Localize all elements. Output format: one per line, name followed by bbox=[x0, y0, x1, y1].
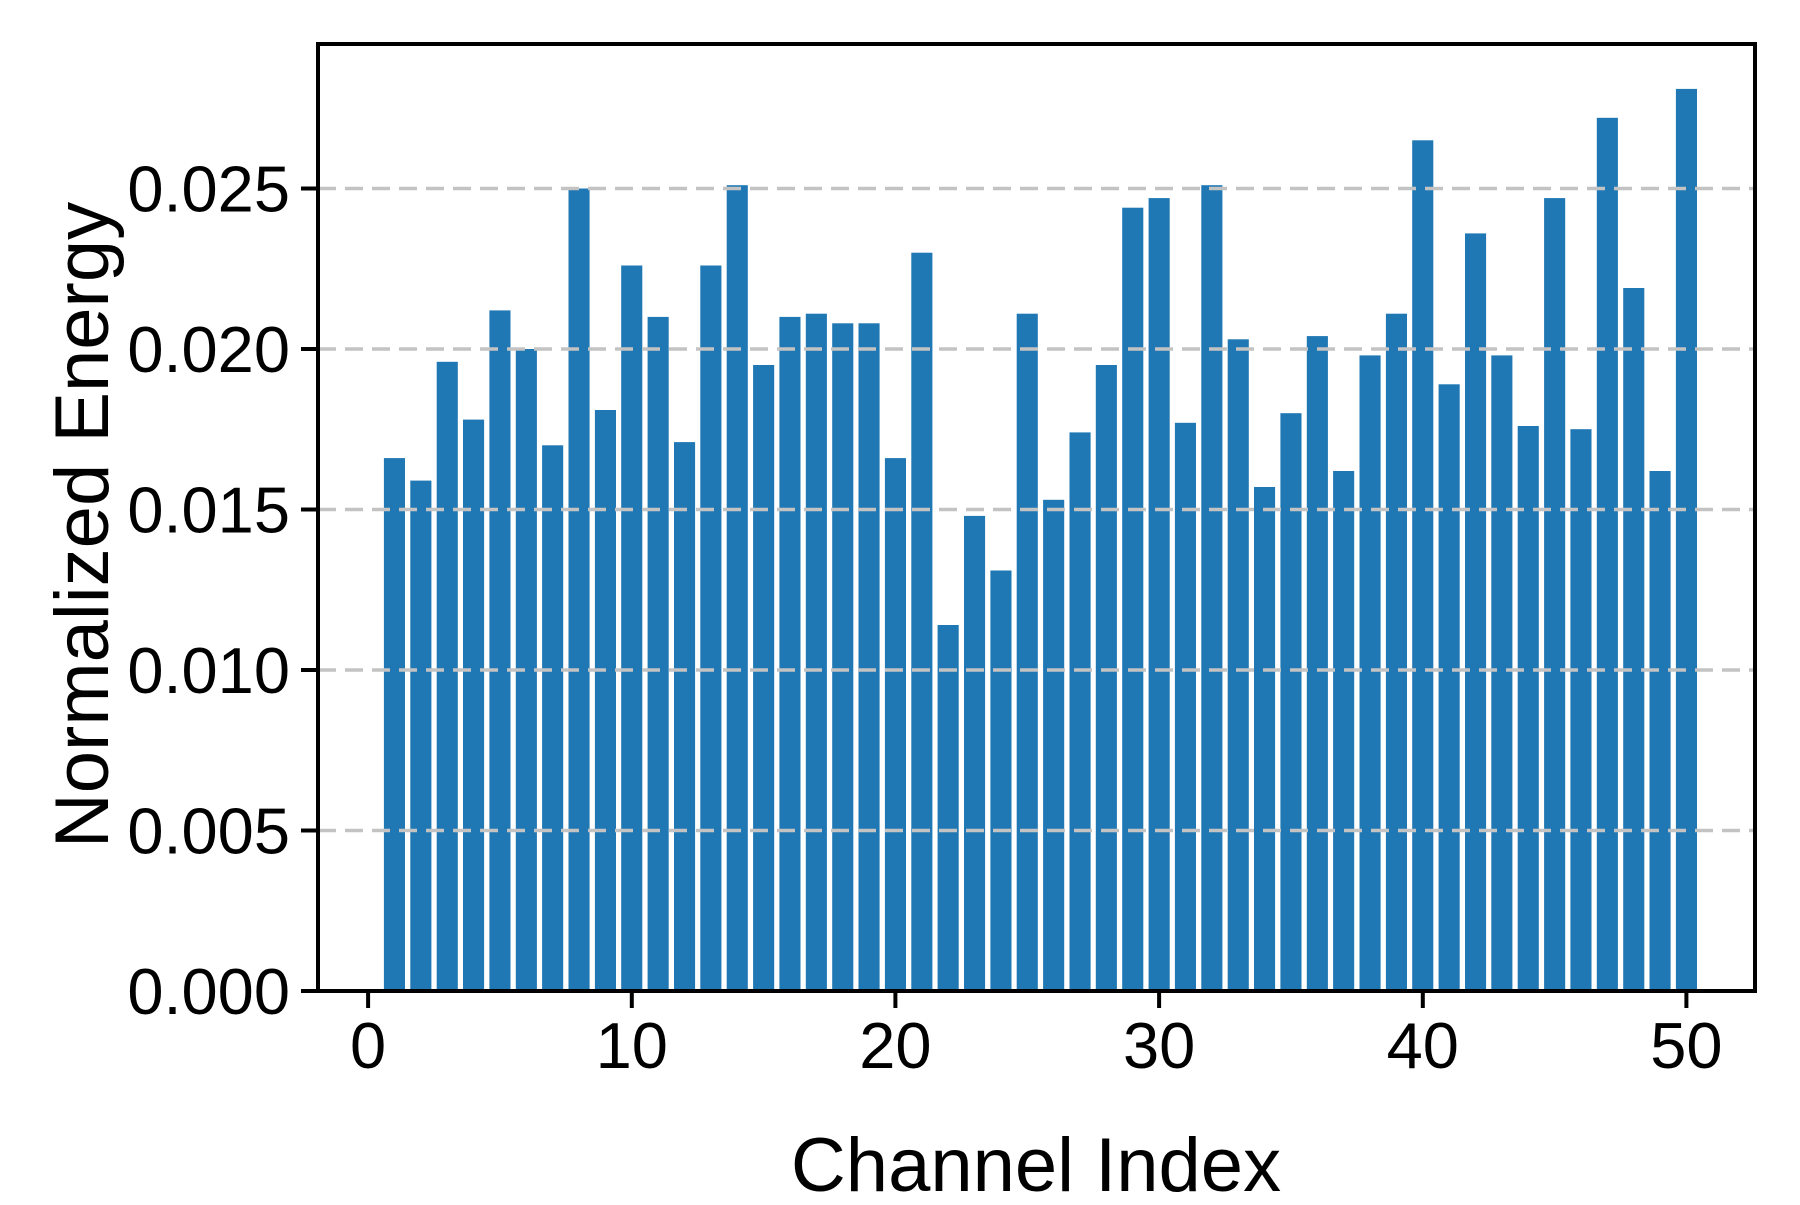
bar-channel-4 bbox=[463, 419, 485, 992]
bar-channel-11 bbox=[647, 316, 669, 991]
x-tick-label: 10 bbox=[596, 1009, 668, 1082]
bar-channel-30 bbox=[1148, 198, 1170, 992]
y-tick-label: 0.010 bbox=[127, 634, 290, 707]
bar-channel-27 bbox=[1069, 432, 1091, 991]
bars-layer bbox=[383, 88, 1697, 992]
bar-channel-31 bbox=[1174, 422, 1196, 991]
bar-channel-7 bbox=[542, 445, 564, 991]
y-tick-label: 0.000 bbox=[127, 955, 290, 1028]
bar-channel-20 bbox=[884, 458, 906, 992]
bar-channel-49 bbox=[1649, 471, 1671, 991]
bar-channel-46 bbox=[1570, 429, 1592, 991]
x-tick-label: 0 bbox=[350, 1009, 386, 1082]
bar-channel-25 bbox=[1016, 313, 1038, 991]
x-tick-label: 40 bbox=[1387, 1009, 1459, 1082]
bar-channel-12 bbox=[674, 442, 696, 992]
bar-channel-35 bbox=[1280, 413, 1302, 991]
x-tick-label: 50 bbox=[1650, 1009, 1722, 1082]
bar-channel-8 bbox=[568, 188, 590, 991]
plot-border bbox=[316, 42, 1757, 993]
bar-channel-40 bbox=[1412, 140, 1434, 992]
bar-channel-26 bbox=[1043, 499, 1065, 991]
tick-labels-layer: 0 10 20 30 40 50 0.000 0.005 0.010 0.015 0.020 0.02… bbox=[127, 153, 1722, 1083]
bar-channel-18 bbox=[832, 323, 854, 991]
bar-channel-17 bbox=[805, 313, 827, 991]
bar-channel-13 bbox=[700, 265, 722, 991]
bar-channel-15 bbox=[753, 365, 775, 991]
bar-channel-36 bbox=[1306, 336, 1328, 992]
bar-channel-45 bbox=[1544, 198, 1566, 992]
bar-channel-22 bbox=[937, 625, 959, 991]
bar-channel-23 bbox=[964, 515, 986, 991]
bar-channel-43 bbox=[1491, 355, 1513, 991]
bar-channel-24 bbox=[990, 570, 1012, 991]
grid-layer bbox=[318, 186, 1755, 833]
ticks-layer bbox=[301, 186, 1689, 1008]
bar-channel-29 bbox=[1122, 207, 1144, 991]
bar-channel-42 bbox=[1465, 233, 1487, 991]
bar-channel-32 bbox=[1201, 185, 1223, 991]
bar-channel-10 bbox=[621, 265, 643, 991]
bar-channel-19 bbox=[858, 323, 880, 991]
bar-channel-47 bbox=[1596, 117, 1618, 992]
bar-channel-14 bbox=[726, 185, 748, 991]
bar-channel-1 bbox=[383, 458, 405, 992]
bar-channel-37 bbox=[1333, 471, 1355, 991]
bar-channel-5 bbox=[489, 310, 511, 991]
bar-channel-50 bbox=[1675, 88, 1697, 991]
y-axis-label: Normalized Energy bbox=[40, 202, 125, 848]
bar-channel-41 bbox=[1438, 384, 1460, 991]
bar-channel-33 bbox=[1227, 339, 1249, 991]
bar-channel-16 bbox=[779, 316, 801, 991]
bar-channel-2 bbox=[410, 480, 432, 991]
x-tick-label: 20 bbox=[859, 1009, 931, 1082]
bar-channel-38 bbox=[1359, 355, 1381, 991]
bar-channel-48 bbox=[1623, 288, 1645, 991]
bar-channel-3 bbox=[436, 361, 458, 991]
x-tick-label: 30 bbox=[1123, 1009, 1195, 1082]
x-axis-label: Channel Index bbox=[791, 1123, 1281, 1200]
bar-channel-21 bbox=[911, 252, 933, 991]
y-tick-label: 0.025 bbox=[127, 153, 290, 226]
bar-channel-9 bbox=[594, 410, 616, 991]
y-tick-label: 0.005 bbox=[127, 795, 290, 868]
y-tick-label: 0.020 bbox=[127, 313, 290, 386]
y-tick-label: 0.015 bbox=[127, 474, 290, 547]
bar-channel-39 bbox=[1385, 313, 1407, 991]
bar-channel-28 bbox=[1095, 365, 1117, 991]
bar-channel-44 bbox=[1517, 426, 1539, 991]
bar-channel-34 bbox=[1254, 487, 1276, 991]
